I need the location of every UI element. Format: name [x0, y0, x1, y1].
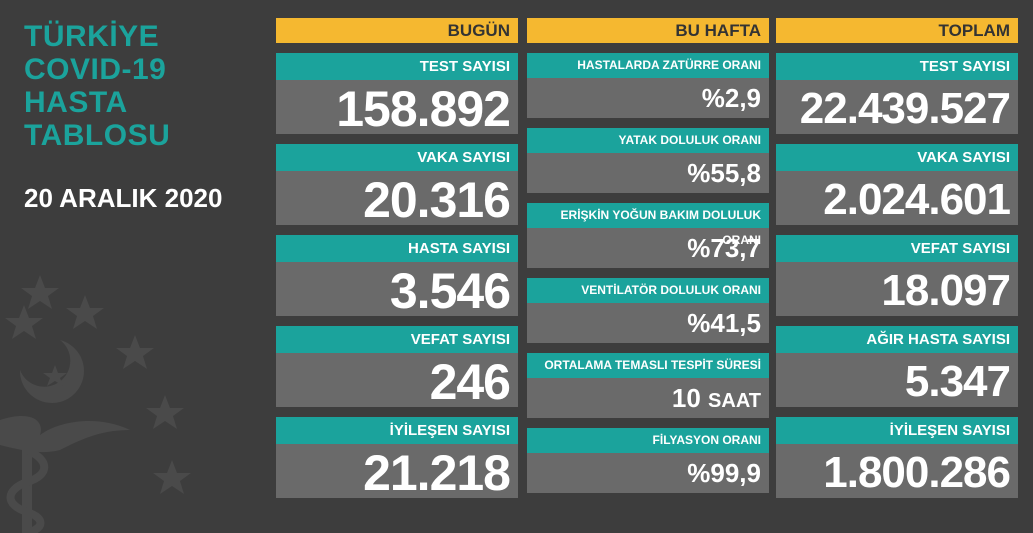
card-value: %73,7 [687, 233, 761, 263]
today-recovered-card: İYİLEŞEN SAYISI 21.218 [276, 417, 518, 501]
today-death-card: VEFAT SAYISI 246 [276, 326, 518, 410]
value-unit: SAAT [708, 390, 761, 412]
card-label: HASTALARDA ZATÜRRE ORANI [527, 53, 769, 78]
today-patient-card: HASTA SAYISI 3.546 [276, 235, 518, 319]
total-critical-card: AĞIR HASTA SAYISI 5.347 [776, 326, 1018, 407]
column-header-today: BUGÜN [276, 18, 518, 43]
page-title: TÜRKİYE COVID-19 HASTA TABLOSU [24, 20, 171, 152]
card-value: 3.546 [389, 263, 511, 319]
column-header-total: TOPLAM [776, 18, 1018, 43]
card-label: TEST SAYISI [276, 53, 518, 80]
ministry-emblem-icon [0, 275, 191, 533]
today-case-card: VAKA SAYISI 20.316 [276, 144, 518, 228]
card-label: İYİLEŞEN SAYISI [776, 417, 1018, 444]
card-label: YATAK DOLULUK ORANI [527, 128, 769, 153]
card-value: %2,9 [701, 83, 761, 113]
week-ventilator-card: VENTİLATÖR DOLULUK ORANI %41,5 [527, 278, 769, 343]
card-value: 1.800.286 [823, 448, 1011, 497]
card-label: ORTALAMA TEMASLI TESPİT SÜRESİ [527, 353, 769, 378]
card-value: 20.316 [363, 172, 511, 228]
card-label: ERİŞKİN YOĞUN BAKIM DOLULUK ORANI [527, 203, 769, 247]
total-test-card: TEST SAYISI 22.439.527 [776, 53, 1018, 134]
card-label: VEFAT SAYISI [776, 235, 1018, 262]
card-value: %41,5 [687, 308, 761, 338]
week-icu-card: ERİŞKİN YOĞUN BAKIM DOLULUK ORANI %73,7 [527, 203, 769, 268]
card-value: 2.024.601 [823, 175, 1011, 224]
card-label: VEFAT SAYISI [276, 326, 518, 353]
week-filiation-card: FİLYASYON ORANI %99,9 [527, 428, 769, 493]
card-value: 5.347 [904, 357, 1011, 406]
card-value: 22.439.527 [799, 84, 1011, 133]
card-value: 246 [429, 354, 511, 410]
report-date: 20 ARALIK 2020 [24, 183, 223, 213]
week-pneumonia-card: HASTALARDA ZATÜRRE ORANI %2,9 [527, 53, 769, 118]
column-header-week: BU HAFTA [527, 18, 769, 43]
card-label: İYİLEŞEN SAYISI [276, 417, 518, 444]
week-contact-time-card: ORTALAMA TEMASLI TESPİT SÜRESİ 10 SAAT [527, 353, 769, 418]
card-label: VAKA SAYISI [776, 144, 1018, 171]
today-test-card: TEST SAYISI 158.892 [276, 53, 518, 137]
card-value: 18.097 [881, 266, 1011, 315]
card-label: HASTA SAYISI [276, 235, 518, 262]
card-label: VENTİLATÖR DOLULUK ORANI [527, 278, 769, 303]
card-label: FİLYASYON ORANI [527, 428, 769, 453]
card-value: %99,9 [687, 458, 761, 488]
card-value: 158.892 [336, 81, 511, 137]
card-value: 21.218 [363, 445, 511, 501]
total-case-card: VAKA SAYISI 2.024.601 [776, 144, 1018, 225]
total-recovered-card: İYİLEŞEN SAYISI 1.800.286 [776, 417, 1018, 498]
card-value: %55,8 [687, 158, 761, 188]
card-label: AĞIR HASTA SAYISI [776, 326, 1018, 353]
card-label: VAKA SAYISI [276, 144, 518, 171]
value-number: 10 [671, 383, 701, 413]
card-value: 10 SAAT [527, 378, 769, 418]
total-death-card: VEFAT SAYISI 18.097 [776, 235, 1018, 316]
card-label: TEST SAYISI [776, 53, 1018, 80]
week-bed-card: YATAK DOLULUK ORANI %55,8 [527, 128, 769, 193]
